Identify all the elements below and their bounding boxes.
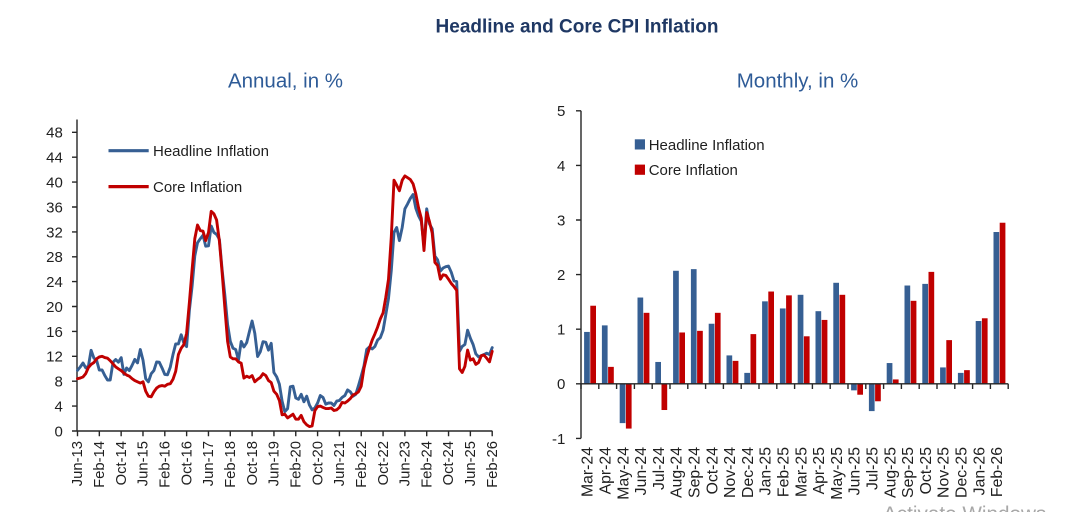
svg-text:1: 1 (557, 322, 565, 339)
svg-text:Feb-20: Feb-20 (289, 441, 305, 488)
svg-text:Oct-25: Oct-25 (918, 447, 935, 495)
svg-text:Mar-24: Mar-24 (580, 447, 597, 497)
svg-text:Jun-23: Jun-23 (398, 441, 414, 486)
svg-text:32: 32 (46, 224, 63, 241)
svg-text:3: 3 (557, 212, 565, 229)
svg-text:Dec-25: Dec-25 (954, 447, 971, 498)
svg-text:Oct-24: Oct-24 (704, 447, 721, 495)
svg-text:5: 5 (557, 103, 565, 120)
svg-text:0: 0 (557, 376, 565, 393)
svg-text:Aug-25: Aug-25 (882, 447, 899, 498)
svg-text:Feb-26: Feb-26 (485, 441, 501, 488)
svg-text:4: 4 (557, 158, 565, 175)
svg-text:Jun-13: Jun-13 (70, 441, 86, 486)
svg-text:12: 12 (46, 349, 63, 366)
svg-text:-1: -1 (552, 431, 565, 448)
svg-text:Nov-25: Nov-25 (936, 447, 953, 498)
svg-text:20: 20 (46, 299, 63, 316)
svg-text:Feb-16: Feb-16 (158, 441, 174, 488)
svg-text:8: 8 (54, 374, 62, 391)
svg-text:2: 2 (557, 267, 565, 284)
svg-text:Feb-14: Feb-14 (92, 441, 108, 488)
svg-text:Headline Inflation: Headline Inflation (649, 137, 765, 154)
svg-text:Headline Inflation: Headline Inflation (153, 143, 269, 160)
svg-text:Jun-25: Jun-25 (463, 441, 479, 486)
svg-text:24: 24 (46, 274, 63, 291)
svg-text:Core Inflation: Core Inflation (153, 179, 242, 196)
svg-text:Jan-25: Jan-25 (758, 447, 775, 496)
svg-text:Oct-16: Oct-16 (179, 441, 195, 485)
svg-text:Apr-25: Apr-25 (811, 447, 828, 495)
svg-text:Jun-17: Jun-17 (201, 441, 217, 486)
svg-text:Sep-25: Sep-25 (900, 447, 917, 498)
svg-text:36: 36 (46, 199, 63, 216)
svg-text:0: 0 (54, 423, 62, 440)
svg-text:Oct-22: Oct-22 (376, 441, 392, 485)
svg-text:May-24: May-24 (615, 447, 632, 500)
svg-text:Jun-15: Jun-15 (136, 441, 152, 486)
svg-text:Oct-18: Oct-18 (245, 441, 261, 485)
svg-text:Oct-20: Oct-20 (310, 441, 326, 485)
svg-text:Monthly, in %: Monthly, in % (737, 70, 859, 93)
svg-text:Feb-25: Feb-25 (776, 447, 793, 497)
svg-text:Jun-21: Jun-21 (332, 441, 348, 486)
svg-text:Activate Windows: Activate Windows (883, 503, 1046, 512)
svg-text:Oct-24: Oct-24 (441, 441, 457, 485)
svg-text:Jul-25: Jul-25 (865, 447, 882, 490)
svg-text:Aug-24: Aug-24 (669, 447, 686, 498)
svg-text:Feb-26: Feb-26 (989, 447, 1006, 497)
svg-text:Jul-24: Jul-24 (651, 447, 668, 490)
svg-text:4: 4 (54, 399, 62, 416)
svg-text:48: 48 (46, 125, 63, 142)
svg-text:May-25: May-25 (829, 447, 846, 500)
svg-text:44: 44 (46, 150, 63, 167)
svg-text:Jan-26: Jan-26 (971, 447, 988, 496)
svg-text:Jun-25: Jun-25 (847, 447, 864, 496)
svg-text:Mar-25: Mar-25 (793, 447, 810, 497)
svg-text:Jun-19: Jun-19 (267, 441, 283, 486)
svg-text:28: 28 (46, 249, 63, 266)
svg-text:Nov-24: Nov-24 (722, 447, 739, 498)
svg-text:16: 16 (46, 324, 63, 341)
svg-text:Feb-18: Feb-18 (223, 441, 239, 488)
svg-text:Feb-24: Feb-24 (419, 441, 435, 488)
svg-text:Headline and Core CPI Inflatio: Headline and Core CPI Inflation (436, 17, 719, 38)
svg-text:Feb-22: Feb-22 (354, 441, 370, 488)
svg-text:Annual, in %: Annual, in % (228, 70, 343, 93)
svg-text:Core Inflation: Core Inflation (649, 162, 738, 179)
svg-text:40: 40 (46, 175, 63, 192)
svg-text:Apr-24: Apr-24 (598, 447, 615, 495)
svg-text:Dec-24: Dec-24 (740, 447, 757, 498)
svg-text:Oct-14: Oct-14 (114, 441, 130, 485)
svg-text:Jun-24: Jun-24 (633, 447, 650, 496)
svg-text:Sep-24: Sep-24 (687, 447, 704, 498)
